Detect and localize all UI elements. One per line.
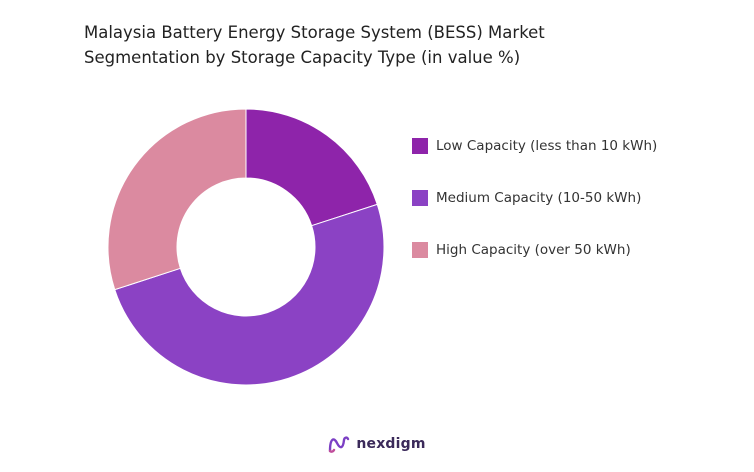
legend-label: Medium Capacity (10-50 kWh) [436,190,642,206]
chart-title-line-2: Segmentation by Storage Capacity Type (i… [84,48,521,67]
legend-label: Low Capacity (less than 10 kWh) [436,138,658,154]
nexdigm-logo-icon [329,436,350,453]
donut-slice-low-capacity [245,108,378,227]
legend-swatch [412,190,428,206]
chart-legend: Low Capacity (less than 10 kWh) Medium C… [412,133,657,289]
brand-name: nexdigm [356,436,426,452]
donut-slice-medium-capacity [114,203,385,386]
legend-swatch [412,138,428,154]
legend-item-low-capacity: Low Capacity (less than 10 kWh) [412,133,657,159]
brand-footer: nexdigm [0,434,754,454]
chart-title-line-1: Malaysia Battery Energy Storage System (… [84,23,545,42]
donut-slice-high-capacity [107,108,247,291]
legend-swatch [412,242,428,258]
legend-item-medium-capacity: Medium Capacity (10-50 kWh) [412,185,657,211]
legend-item-high-capacity: High Capacity (over 50 kWh) [412,237,657,263]
chart-title: Malaysia Battery Energy Storage System (… [84,20,684,70]
legend-label: High Capacity (over 50 kWh) [436,242,631,258]
